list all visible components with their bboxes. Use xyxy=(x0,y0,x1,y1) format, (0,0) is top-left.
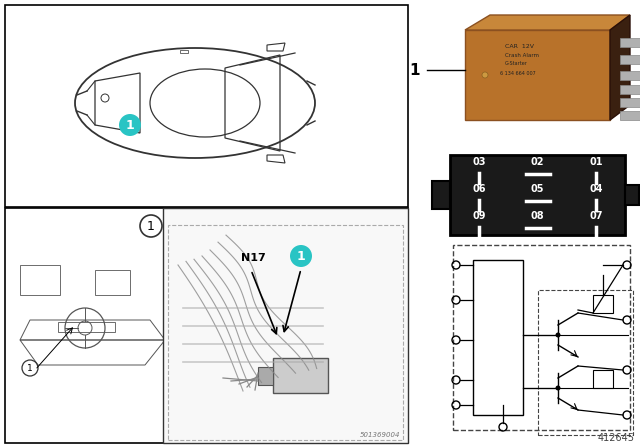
Bar xyxy=(5,208,408,443)
Bar xyxy=(258,367,273,385)
Bar xyxy=(625,185,639,205)
FancyBboxPatch shape xyxy=(620,85,640,94)
Circle shape xyxy=(119,114,141,136)
FancyBboxPatch shape xyxy=(620,71,640,80)
Bar xyxy=(168,225,403,440)
Text: G-Starter: G-Starter xyxy=(505,61,528,66)
Bar xyxy=(180,50,188,53)
Bar xyxy=(593,295,613,313)
Text: 1: 1 xyxy=(147,220,155,233)
Bar xyxy=(273,358,328,393)
Text: 09: 09 xyxy=(472,211,486,221)
FancyBboxPatch shape xyxy=(620,98,640,107)
Text: 06: 06 xyxy=(472,184,486,194)
Polygon shape xyxy=(610,15,630,120)
Bar xyxy=(453,245,630,430)
Text: 07: 07 xyxy=(589,211,603,221)
Text: 05: 05 xyxy=(531,184,544,194)
Circle shape xyxy=(290,245,312,267)
Bar xyxy=(163,208,408,443)
Text: 1: 1 xyxy=(125,119,134,132)
Text: CAR  12V: CAR 12V xyxy=(505,44,534,49)
Text: 6 134 664 007: 6 134 664 007 xyxy=(500,71,536,76)
Text: N17: N17 xyxy=(241,253,266,263)
Text: 01: 01 xyxy=(589,157,603,168)
Text: 04: 04 xyxy=(589,184,603,194)
Text: 08: 08 xyxy=(531,211,544,221)
Circle shape xyxy=(556,385,561,391)
FancyBboxPatch shape xyxy=(620,111,640,120)
Text: 1: 1 xyxy=(27,363,33,372)
Text: 02: 02 xyxy=(531,157,544,168)
Bar xyxy=(593,370,613,388)
Text: Crash Alarm: Crash Alarm xyxy=(505,53,539,58)
Text: 1: 1 xyxy=(410,63,420,78)
Circle shape xyxy=(556,332,561,337)
Text: 501369004: 501369004 xyxy=(360,432,400,438)
FancyBboxPatch shape xyxy=(620,38,640,47)
Bar xyxy=(432,181,450,209)
Bar xyxy=(538,290,633,435)
Circle shape xyxy=(482,72,488,78)
Text: 03: 03 xyxy=(472,157,486,168)
Polygon shape xyxy=(465,15,630,30)
Bar xyxy=(450,155,625,235)
Polygon shape xyxy=(465,30,610,120)
Bar xyxy=(5,5,408,207)
FancyBboxPatch shape xyxy=(620,55,640,64)
Text: 1: 1 xyxy=(296,250,305,263)
Bar xyxy=(473,260,523,415)
Text: 412645: 412645 xyxy=(598,433,635,443)
